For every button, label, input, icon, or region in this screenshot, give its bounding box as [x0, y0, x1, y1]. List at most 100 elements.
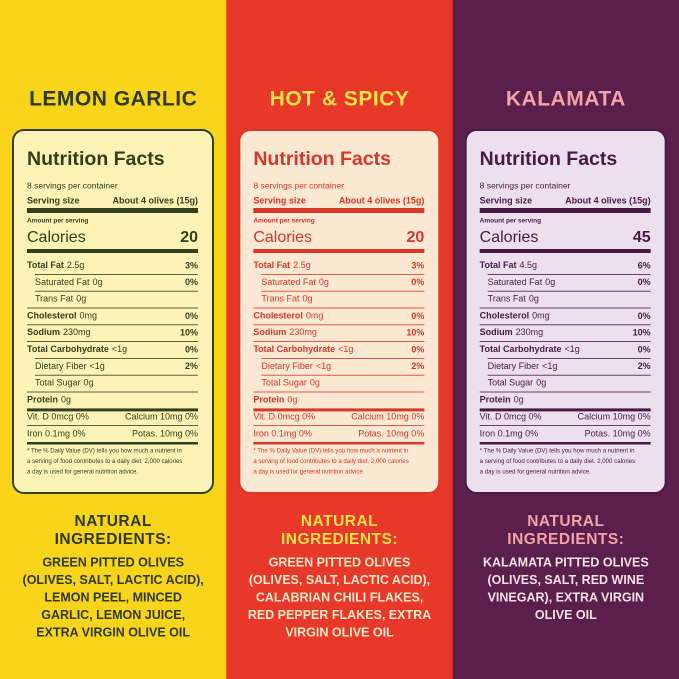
footnote: * The % Daily Value (DV) tells you how m… [480, 448, 635, 455]
nutrient-row: Trans Fat 0g [35, 294, 86, 304]
nutrient-dv: 0% [411, 311, 424, 321]
facts-heading: Nutrition Facts [27, 148, 165, 170]
nutrient-row: Total Carbohydrate <1g [27, 344, 127, 354]
serving-label: Serving size [253, 195, 306, 205]
nutrient-row: Saturated Fat 0g [261, 277, 329, 287]
mineral-left: Iron 0.1mg 0% [253, 428, 312, 438]
nutrient-name: Saturated Fat [261, 277, 316, 287]
flavor-title: HOT & SPICY [270, 88, 410, 111]
rule [261, 290, 425, 292]
nutrient-amount: 0g [84, 378, 94, 388]
calories-label: Calories [27, 229, 86, 246]
ingredients-line: GREEN PITTED OLIVES [42, 555, 184, 569]
nutrient-dv: 6% [638, 260, 651, 270]
rule [479, 324, 651, 326]
nutrient-dv: 0% [185, 311, 198, 321]
nutrient-name: Saturated Fat [488, 277, 543, 287]
ingredients-heading: INGREDIENTS: [281, 531, 398, 548]
nutrient-name: Cholesterol [253, 311, 303, 321]
rule [479, 425, 651, 426]
rule [35, 290, 198, 292]
servings: 8 servings per container [27, 180, 118, 190]
rule [35, 274, 198, 275]
nutrient-name: Total Carbohydrate [253, 344, 335, 354]
nutrient-amount: 4.5g [520, 260, 538, 270]
nutrient-name: Total Carbohydrate [480, 344, 562, 354]
calories-value: 20 [180, 229, 198, 246]
serving-label: Serving size [480, 195, 533, 205]
calories-label: Calories [480, 229, 539, 246]
footnote: * The % Daily Value (DV) tells you how m… [27, 448, 182, 455]
nutrient-amount: <1g [90, 361, 105, 371]
nutrient-name: Sodium [480, 328, 513, 338]
ingredients-line: CALABRIAN CHILI FLAKES, [256, 590, 423, 604]
nutrient-amount: 0g [76, 294, 86, 304]
ingredients-line: VINEGAR), EXTRA VIRGIN [488, 590, 645, 604]
nutrient-row: Saturated Fat 0g [35, 277, 103, 287]
nutrient-row: Total Fat 2.5g [253, 260, 310, 270]
nutrient-dv: 0% [411, 277, 424, 287]
amount-label: Amount per serving [27, 218, 88, 225]
rule [27, 341, 198, 342]
nutrient-row: Cholesterol 0mg [253, 311, 323, 321]
nutrient-amount: <1g [565, 344, 580, 354]
nutrient-name: Total Fat [253, 260, 290, 270]
nutrient-name: Cholesterol [480, 311, 530, 321]
nutrient-amount: 0g [319, 277, 329, 287]
nutrient-row: Protein 0g [253, 395, 297, 405]
nutrient-amount: 0g [310, 378, 320, 388]
nutrient-amount: <1g [338, 344, 353, 354]
rule [253, 307, 425, 309]
nutrient-row: Protein 0g [27, 395, 71, 405]
serving-label: Serving size [27, 195, 80, 205]
nutrient-name: Dietary Fiber [261, 361, 313, 371]
nutrient-row: Total Fat 2.5g [27, 260, 84, 270]
mineral-right: Potas. 10mg 0% [132, 428, 198, 438]
rule [487, 274, 651, 275]
rule [253, 442, 425, 445]
nutrient-name: Cholesterol [27, 311, 77, 321]
nutrient-dv: 0% [638, 277, 651, 287]
nutrient-amount: 0g [303, 294, 313, 304]
rule [253, 341, 425, 342]
rule [27, 442, 198, 445]
nutrient-row: Sodium 230mg [253, 328, 317, 338]
nutrient-name: Protein [480, 395, 511, 405]
nutrient-name: Total Fat [480, 260, 517, 270]
nutrient-name: Trans Fat [488, 294, 527, 304]
rule [479, 341, 651, 342]
footnote: a serving of food contributes to a daily… [480, 458, 635, 465]
nutrient-row: Total Sugar 0g [261, 378, 320, 388]
rule [35, 374, 198, 376]
rule [27, 425, 198, 426]
servings: 8 servings per container [253, 180, 344, 190]
nutrient-name: Sodium [27, 328, 60, 338]
nutrient-name: Total Fat [27, 260, 64, 270]
nutrient-dv: 0% [185, 277, 198, 287]
nutrient-row: Total Fat 4.5g [480, 260, 537, 270]
ingredients-heading: NATURAL [75, 513, 152, 530]
nutrient-amount: 0g [514, 395, 524, 405]
nutrient-row: Saturated Fat 0g [488, 277, 556, 287]
nutrient-amount: 0g [536, 378, 546, 388]
nutrition-box [238, 129, 441, 494]
nutrient-row: Total Carbohydrate <1g [480, 344, 580, 354]
rule-thick [253, 249, 425, 253]
rule [479, 307, 651, 309]
nutrient-row: Cholesterol 0mg [480, 311, 550, 321]
ingredients-line: (OLIVES, SALT, RED WINE [487, 573, 644, 587]
ingredients-line: (OLIVES, SALT, LACTIC ACID), [249, 573, 430, 587]
serving-size: About 4 olives (15g) [565, 195, 651, 205]
servings: 8 servings per container [480, 180, 571, 190]
nutrient-name: Trans Fat [35, 294, 74, 304]
rule [261, 358, 425, 359]
rule-thick [253, 208, 425, 213]
footnote: a day is used for general nutrition advi… [480, 469, 591, 476]
nutrient-amount: 230mg [63, 328, 91, 338]
nutrient-row: Total Carbohydrate <1g [253, 344, 353, 354]
ingredients-line: GARLIC, LEMON JUICE, [41, 608, 185, 622]
flavor-title: KALAMATA [506, 88, 626, 111]
nutrient-amount: 0g [529, 294, 539, 304]
nutrition-box [12, 129, 214, 494]
nutrient-name: Protein [27, 395, 58, 405]
